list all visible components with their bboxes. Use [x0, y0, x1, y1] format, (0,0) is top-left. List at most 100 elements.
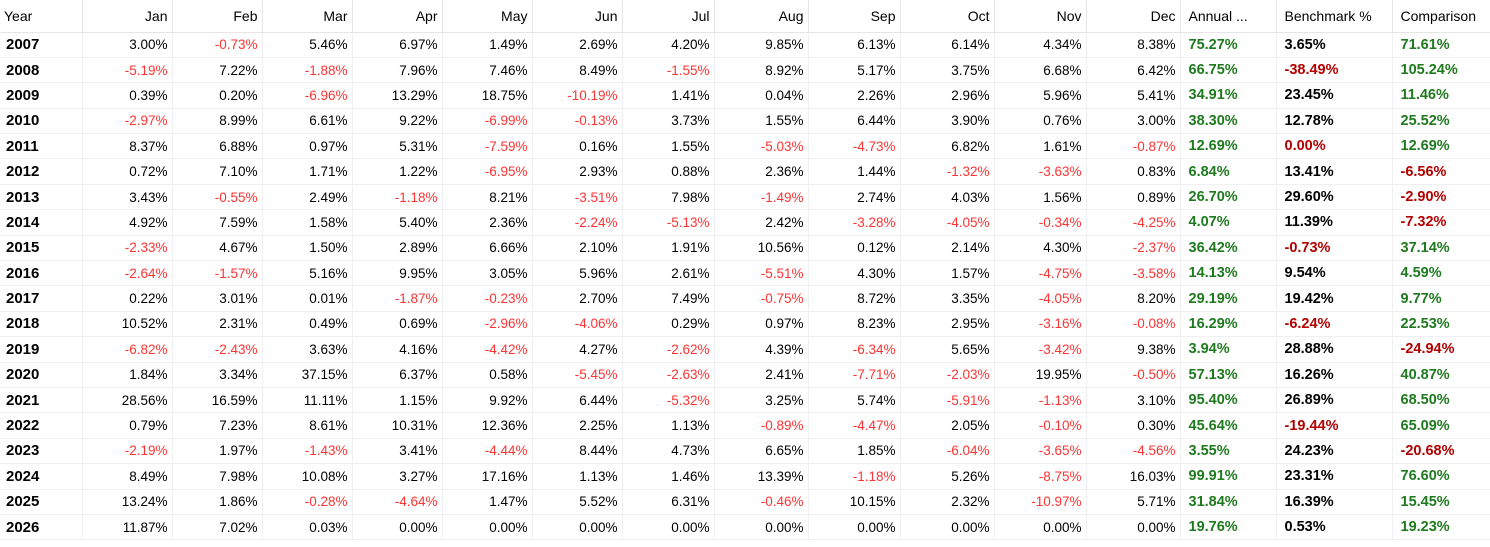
annual-return-cell: 3.94% [1180, 336, 1277, 363]
table-row[interactable]: 2025 13.24% 1.86% -0.28% -4.64% 1.47% 5.52% 6.3… [0, 489, 1490, 515]
column-header-feb[interactable]: Feb [172, 0, 263, 33]
month-return-cell: -2.64% [82, 260, 173, 287]
benchmark-cell: 19.42% [1276, 285, 1393, 312]
month-return-cell: 0.03% [262, 514, 353, 541]
table-row[interactable]: 2013 3.43% -0.55% 2.49% -1.18% 8.21% -3.51% 7.9… [0, 184, 1490, 211]
table-row[interactable]: 2020 1.84% 3.34% 37.15% 6.37% 0.58% -5.45% -2.6… [0, 362, 1490, 388]
benchmark-cell: -6.24% [1276, 311, 1393, 338]
benchmark-cell: 16.39% [1276, 489, 1393, 515]
month-return-cell: 5.74% [808, 387, 901, 414]
month-return-cell: -6.34% [808, 336, 901, 363]
annual-return-cell: 3.55% [1180, 438, 1277, 465]
month-return-cell: 9.92% [442, 387, 533, 414]
benchmark-cell: -19.44% [1276, 412, 1393, 439]
table-row[interactable]: 2009 0.39% 0.20% -6.96% 13.29% 18.75% -10.19% 1… [0, 82, 1490, 109]
table-row[interactable]: 2015 -2.33% 4.67% 1.50% 2.89% 6.66% 2.10% 1.91%… [0, 235, 1490, 262]
table-row[interactable]: 2008 -5.19% 7.22% -1.88% 7.96% 7.46% 8.49% -1.5… [0, 57, 1490, 84]
column-header-may[interactable]: May [442, 0, 533, 33]
month-return-cell: 3.00% [82, 32, 173, 58]
column-header-sep[interactable]: Sep [808, 0, 901, 33]
table-row[interactable]: 2011 8.37% 6.88% 0.97% 5.31% -7.59% 0.16% 1.55%… [0, 133, 1490, 160]
table-row[interactable]: 2026 11.87% 7.02% 0.03% 0.00% 0.00% 0.00% 0.00%… [0, 514, 1490, 541]
table-row[interactable]: 2010 -2.97% 8.99% 6.61% 9.22% -6.99% -0.13% 3.7… [0, 108, 1490, 135]
column-header-jul[interactable]: Jul [622, 0, 715, 33]
table-row[interactable]: 2018 10.52% 2.31% 0.49% 0.69% -2.96% -4.06% 0.2… [0, 311, 1490, 338]
month-return-cell: 1.50% [262, 235, 353, 262]
month-return-cell: -2.96% [442, 311, 533, 338]
month-return-cell: -3.65% [994, 438, 1087, 465]
month-return-cell: 0.83% [1086, 158, 1181, 185]
table-row[interactable]: 2016 -2.64% -1.57% 5.16% 9.95% 3.05% 5.96% 2.61… [0, 260, 1490, 287]
month-return-cell: -10.19% [532, 82, 623, 109]
month-return-cell: 5.65% [900, 336, 995, 363]
table-row[interactable]: 2017 0.22% 3.01% 0.01% -1.87% -0.23% 2.70% 7.49… [0, 285, 1490, 312]
table-row[interactable]: 2007 3.00% -0.73% 5.46% 6.97% 1.49% 2.69% 4.20%… [0, 32, 1490, 58]
month-return-cell: -1.49% [714, 184, 809, 211]
benchmark-cell: 23.31% [1276, 463, 1393, 490]
benchmark-cell: 29.60% [1276, 184, 1393, 211]
month-return-cell: 5.41% [1086, 82, 1181, 109]
month-return-cell: 6.61% [262, 108, 353, 135]
month-return-cell: 16.03% [1086, 463, 1181, 490]
table-row[interactable]: 2022 0.79% 7.23% 8.61% 10.31% 12.36% 2.25% 1.13… [0, 412, 1490, 439]
month-return-cell: 6.42% [1086, 57, 1181, 84]
column-header-apr[interactable]: Apr [352, 0, 443, 33]
month-return-cell: 2.61% [622, 260, 715, 287]
month-return-cell: 2.74% [808, 184, 901, 211]
table-row[interactable]: 2019 -6.82% -2.43% 3.63% 4.16% -4.42% 4.27% -2.… [0, 336, 1490, 363]
month-return-cell: 37.15% [262, 362, 353, 388]
table-row[interactable]: 2023 -2.19% 1.97% -1.43% 3.41% -4.44% 8.44% 4.7… [0, 438, 1490, 465]
month-return-cell: 8.99% [172, 108, 263, 135]
month-return-cell: -6.99% [442, 108, 533, 135]
benchmark-cell: 16.26% [1276, 362, 1393, 388]
month-return-cell: 0.39% [82, 82, 173, 109]
year-cell: 2007 [0, 32, 83, 58]
column-header-oct[interactable]: Oct [900, 0, 995, 33]
year-cell: 2014 [0, 209, 83, 236]
month-return-cell: -1.88% [262, 57, 353, 84]
column-header-annual[interactable]: Annual ... [1180, 0, 1277, 33]
column-header-comparison[interactable]: Comparison [1392, 0, 1490, 33]
annual-return-cell: 45.64% [1180, 412, 1277, 439]
month-return-cell: 1.91% [622, 235, 715, 262]
column-header-jun[interactable]: Jun [532, 0, 623, 33]
table-row[interactable]: 2024 8.49% 7.98% 10.08% 3.27% 17.16% 1.13% 1.46… [0, 463, 1490, 490]
month-return-cell: 6.66% [442, 235, 533, 262]
month-return-cell: -6.04% [900, 438, 995, 465]
benchmark-cell: 13.41% [1276, 158, 1393, 185]
column-header-jan[interactable]: Jan [82, 0, 173, 33]
month-return-cell: -3.16% [994, 311, 1087, 338]
month-return-cell: -6.95% [442, 158, 533, 185]
column-header-mar[interactable]: Mar [262, 0, 353, 33]
month-return-cell: 2.32% [900, 489, 995, 515]
month-return-cell: 1.57% [900, 260, 995, 287]
month-return-cell: -3.28% [808, 209, 901, 236]
month-return-cell: 7.22% [172, 57, 263, 84]
month-return-cell: 9.85% [714, 32, 809, 58]
year-cell: 2026 [0, 514, 83, 541]
column-header-year[interactable]: Year [0, 0, 83, 33]
month-return-cell: 4.67% [172, 235, 263, 262]
comparison-cell: 22.53% [1392, 311, 1490, 338]
month-return-cell: 1.56% [994, 184, 1087, 211]
month-return-cell: 0.97% [714, 311, 809, 338]
annual-return-cell: 95.40% [1180, 387, 1277, 414]
month-return-cell: -0.08% [1086, 311, 1181, 338]
month-return-cell: 1.97% [172, 438, 263, 465]
month-return-cell: 0.30% [1086, 412, 1181, 439]
month-return-cell: 0.72% [82, 158, 173, 185]
month-return-cell: 0.04% [714, 82, 809, 109]
column-header-benchmark[interactable]: Benchmark % [1276, 0, 1393, 33]
column-header-aug[interactable]: Aug [714, 0, 809, 33]
month-return-cell: 10.31% [352, 412, 443, 439]
table-row[interactable]: 2014 4.92% 7.59% 1.58% 5.40% 2.36% -2.24% -5.13… [0, 209, 1490, 236]
month-return-cell: 2.49% [262, 184, 353, 211]
column-header-nov[interactable]: Nov [994, 0, 1087, 33]
table-row[interactable]: 2021 28.56% 16.59% 11.11% 1.15% 9.92% 6.44% -5.… [0, 387, 1490, 414]
column-header-dec[interactable]: Dec [1086, 0, 1181, 33]
month-return-cell: 4.34% [994, 32, 1087, 58]
table-row[interactable]: 2012 0.72% 7.10% 1.71% 1.22% -6.95% 2.93% 0.88%… [0, 158, 1490, 185]
month-return-cell: 0.00% [352, 514, 443, 541]
month-return-cell: 1.58% [262, 209, 353, 236]
